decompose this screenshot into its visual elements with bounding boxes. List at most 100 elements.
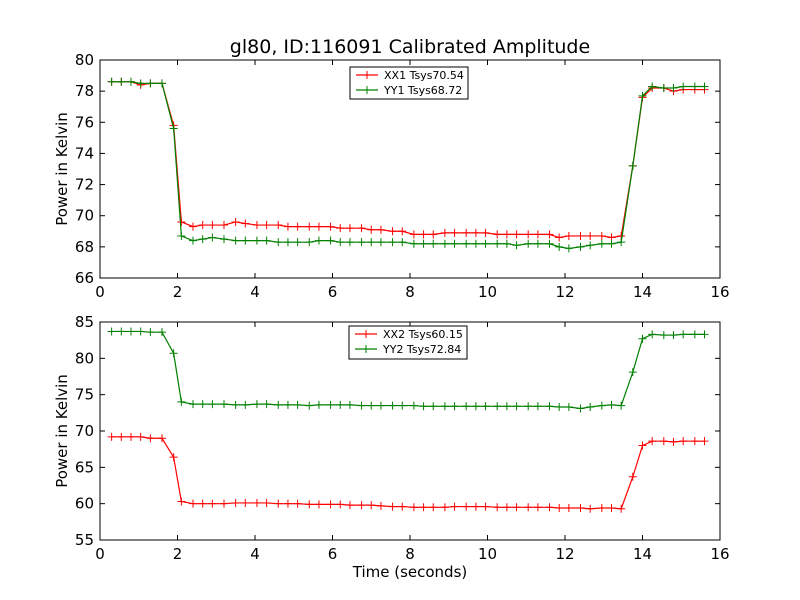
data-point-marker [117,327,126,336]
data-point-marker [357,401,366,410]
data-point-marker [617,238,626,247]
data-point-marker [293,222,302,231]
data-point-marker [700,437,709,446]
data-point-marker [429,239,438,248]
y-axis-label: Power in Kelvin [53,112,71,226]
data-point-marker [564,403,573,412]
data-point-marker [283,499,292,508]
legend-entry-label: YY2 Tsys72.84 [382,343,461,356]
data-point-marker [524,503,533,512]
data-point-marker [450,239,459,248]
data-point-marker [564,244,573,253]
x-tick-label: 12 [555,283,574,301]
data-point-marker [533,503,542,512]
legend: XX1 Tsys70.54 YY1 Tsys68.72 [349,66,469,100]
data-point-marker [127,432,135,441]
legend: XX2 Tsys60.15 YY2 Tsys72.84 [348,325,468,360]
x-tick-label: 10 [478,283,497,301]
data-point-marker [462,228,471,237]
data-point-marker [177,231,186,240]
data-point-marker [440,239,449,248]
data-point-marker [169,453,178,462]
data-point-marker [512,503,521,512]
y-tick-label: 75 [75,386,94,404]
data-point-marker [502,503,511,512]
data-point-marker [679,437,688,446]
data-point-marker [326,222,335,231]
data-point-marker [305,500,314,509]
data-point-marker [208,499,217,508]
data-point-marker [262,400,271,409]
data-point-marker [481,239,490,248]
data-point-marker [158,328,166,337]
y-tick-label: 65 [75,458,94,476]
data-point-marker [628,161,637,170]
data-point-marker [533,402,542,411]
data-point-marker [252,236,261,245]
data-point-marker [117,432,126,441]
data-point-marker [367,401,376,410]
data-point-marker [419,402,428,411]
data-point-marker [252,498,261,507]
data-point-marker [198,400,207,409]
data-point-marker [669,84,678,93]
legend-entry-label: XX1 Tsys70.54 [384,69,464,82]
data-point-marker [376,238,385,247]
data-point-marker [208,221,217,230]
data-point-marker [481,402,490,411]
data-point-marker [208,233,217,242]
data-point-marker [419,230,428,239]
data-point-marker [336,500,345,509]
data-point-marker [669,331,678,340]
data-point-marker [409,230,418,239]
data-point-marker [607,400,616,409]
data-point-marker [107,77,116,86]
data-point-marker [533,239,542,248]
data-point-marker [638,91,647,100]
data-point-marker [198,499,207,508]
data-point-marker [512,241,521,250]
data-point-marker [524,402,533,411]
legend-box [348,325,468,360]
data-point-marker [388,502,397,511]
x-tick-label: 14 [633,283,652,301]
data-point-marker [564,504,573,513]
series-yy [107,327,709,413]
data-point-marker [440,228,449,237]
series-xx [107,432,709,513]
data-point-marker [586,231,595,240]
data-point-marker [198,235,207,244]
series-line [111,81,705,239]
data-point-marker [388,401,397,410]
data-point-marker [564,231,573,240]
y-tick-label: 80 [75,349,94,367]
data-point-marker [533,230,542,239]
x-tick-label: 12 [555,545,574,563]
series-line [111,436,705,510]
data-point-marker [545,503,554,512]
data-point-marker [262,221,271,230]
data-point-marker [314,236,323,245]
data-point-marker [555,242,564,251]
legend-swatch-marker [363,71,371,79]
series-line [111,81,705,250]
data-point-marker [419,503,428,512]
x-tick-label: 10 [478,545,497,563]
chart-title: gl80, ID:116091 Calibrated Amplitude [230,36,590,58]
data-point-marker [314,400,323,409]
x-tick-label: 4 [250,545,260,563]
data-point-marker [283,222,292,231]
data-point-marker [409,239,418,248]
data-point-marker [555,504,564,513]
data-point-marker [597,504,606,513]
data-point-marker [388,238,397,247]
data-point-marker [493,402,502,411]
data-point-marker [305,238,314,247]
data-point-marker [462,402,471,411]
data-point-marker [545,239,554,248]
x-tick-label: 6 [328,283,338,301]
data-point-marker [700,82,709,91]
data-point-marker [231,236,240,245]
data-point-marker [555,233,564,242]
